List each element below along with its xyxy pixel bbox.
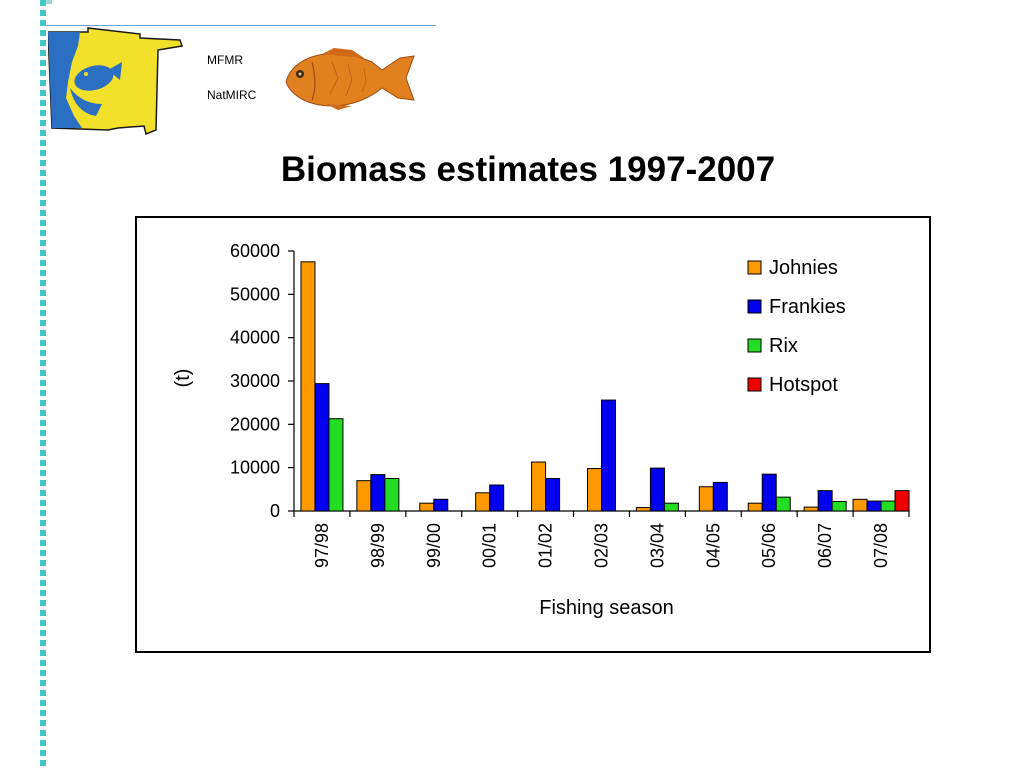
x-tick-label: 01/02 [536,523,556,568]
bar-rix-97-98 [328,418,344,512]
bar-frankies-98-99 [370,474,386,512]
org-label-mfmr: MFMR [207,53,243,67]
bar-johnies-98-99 [356,480,372,512]
y-tick-label: 50000 [230,284,280,304]
bar-johnies-07-08 [852,498,868,512]
bar-johnies-01-02 [531,461,547,512]
y-tick-label: 60000 [230,241,280,261]
bar-frankies-02-03 [601,399,616,512]
y-axis-title: (t) [172,369,194,388]
legend-swatch-rix [747,338,762,353]
x-tick-label: 06/07 [815,523,835,568]
bar-frankies-06-07 [817,490,833,512]
bar-johnies-99-00 [419,502,435,512]
bar-johnies-97-98 [300,261,316,512]
legend-swatch-hotspot [747,377,762,392]
bar-johnies-00-01 [475,492,491,512]
bar-rix-05-06 [775,496,791,512]
chart-frame: 0 10000 20000 30000 40000 50000 60000 97/98 98/9… [135,216,931,653]
bar-johnies-04-05 [698,486,714,512]
legend-label-hotspot: Hotspot [769,374,838,396]
y-tick-label: 30000 [230,371,280,391]
legend-label-rix: Rix [769,335,798,357]
x-tick-label: 99/00 [424,523,444,568]
bar-frankies-99-00 [433,498,449,512]
bar-johnies-05-06 [747,502,763,512]
bar-hotspot-07-08 [894,490,910,512]
y-tick-label: 20000 [230,414,280,434]
bar-johnies-06-07 [803,506,819,512]
x-tick-label: 00/01 [480,523,500,568]
top-corner-mark [46,0,52,4]
bar-johnies-03-04 [635,507,651,512]
bar-rix-07-08 [880,500,896,512]
x-tick-label: 98/99 [368,523,388,568]
dotted-left-border [40,0,46,768]
legend-label-frankies: Frankies [769,296,846,318]
bar-frankies-05-06 [761,473,777,512]
y-tick-label: 10000 [230,458,280,478]
bar-rix-06-07 [831,500,847,512]
y-tick-label: 0 [270,501,280,521]
x-tick-label: 07/08 [871,523,891,568]
x-tick-label: 97/98 [312,523,332,568]
bar-frankies-04-05 [712,481,728,512]
x-tick-label: 02/03 [592,523,612,568]
x-tick-label: 03/04 [647,523,667,568]
x-tick-label: 05/06 [759,523,779,568]
y-tick-label: 40000 [230,328,280,348]
header-rule [46,25,436,26]
page-title: Biomass estimates 1997-2007 [280,150,776,189]
bar-frankies-01-02 [545,478,561,512]
org-label-natmirc: NatMIRC [207,88,257,102]
namibia-map-logo [48,27,183,136]
legend-swatch-frankies [747,299,762,314]
bar-frankies-97-98 [314,383,330,512]
legend-swatch-johnies [747,260,762,275]
x-tick-label: 04/05 [703,523,723,568]
x-axis-title: Fishing season [539,597,674,619]
biomass-bar-chart: 0 10000 20000 30000 40000 50000 60000 97/98 98/9… [172,241,910,619]
bar-frankies-07-08 [866,500,882,512]
orange-fish-logo [285,48,415,110]
bar-frankies-00-01 [489,484,505,512]
bar-rix-03-04 [663,502,679,512]
bar-johnies-02-03 [587,468,602,512]
bar-rix-98-99 [384,478,400,512]
bar-frankies-03-04 [649,467,665,512]
legend-label-johnies: Johnies [769,257,838,279]
